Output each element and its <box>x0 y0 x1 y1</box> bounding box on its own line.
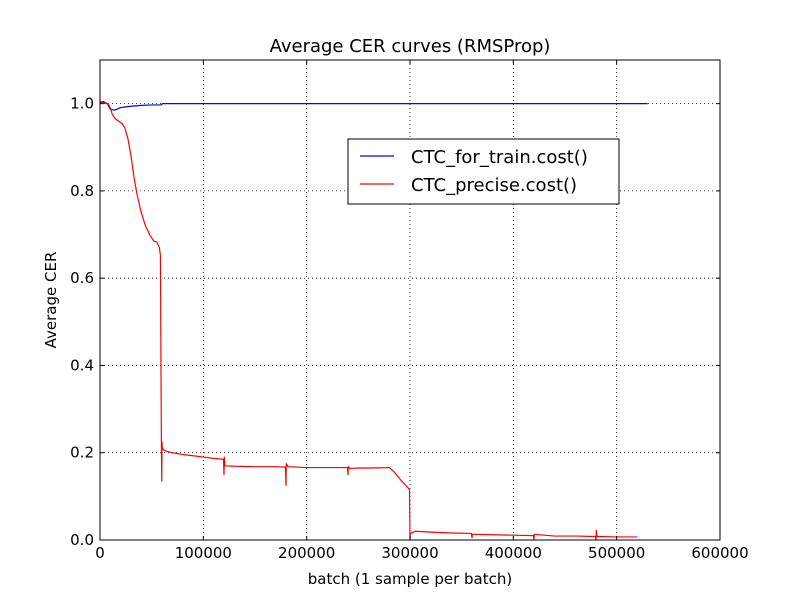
legend: CTC_for_train.cost() CTC_precise.cost() <box>347 138 620 205</box>
x-tick-label: 100000 <box>175 544 232 562</box>
x-tick-label: 300000 <box>381 544 438 562</box>
x-tick-label: 200000 <box>278 544 335 562</box>
y-tick-label: 0.6 <box>70 269 94 287</box>
x-tick-label: 0 <box>95 544 105 562</box>
x-tick-label: 600000 <box>691 544 748 562</box>
legend-label-train: CTC_for_train.cost() <box>411 147 588 168</box>
x-axis-label: batch (1 sample per batch) <box>308 570 512 588</box>
y-tick-label: 0.8 <box>70 182 94 200</box>
ticks: 0 100000 200000 300000 400000 500000 600000 0.0… <box>70 60 749 562</box>
y-tick-label: 0.0 <box>70 531 94 549</box>
x-tick-label: 500000 <box>588 544 645 562</box>
y-tick-label: 0.4 <box>70 356 94 374</box>
series-line-1 <box>99 100 638 541</box>
y-tick-label: 0.2 <box>70 444 94 462</box>
x-tick-label: 400000 <box>485 544 542 562</box>
legend-box <box>347 138 620 205</box>
series-line-0 <box>99 100 648 111</box>
y-tick-label: 1.0 <box>70 95 94 113</box>
series-layer <box>99 100 648 541</box>
legend-label-precise: CTC_precise.cost() <box>411 175 577 196</box>
chart-title: Average CER curves (RMSProp) <box>270 36 551 57</box>
y-axis-label: Average CER <box>42 252 60 349</box>
